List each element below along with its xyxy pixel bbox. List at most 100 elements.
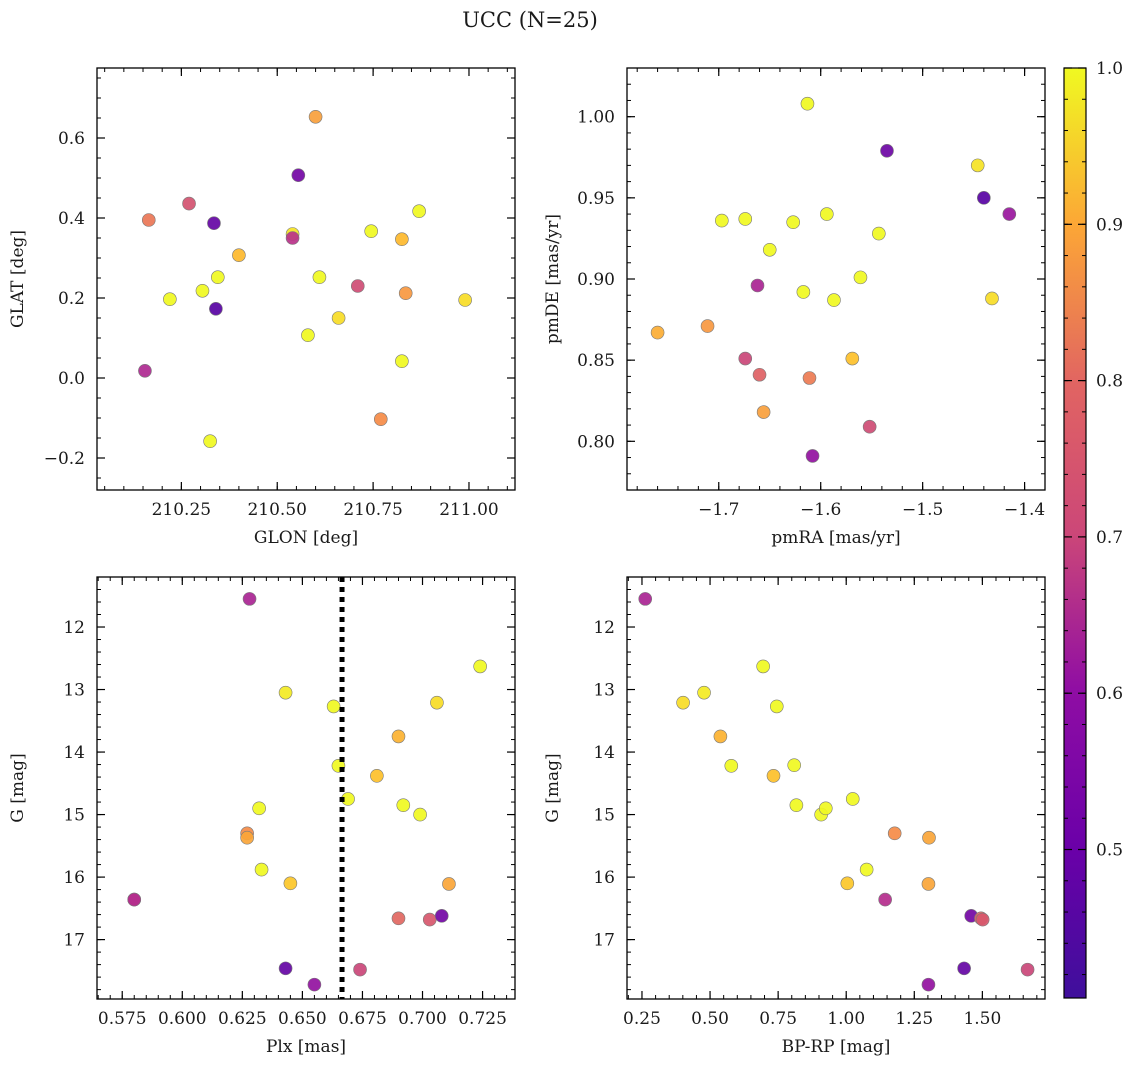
panel-2: −1.7 −1.6 −1.5 −1.4 0.80 0.85 0.90 0.95 1.00 pmRA… — [543, 67, 1046, 548]
panel-4: 0.25 0.50 0.75 1.00 1.25 1.50 12 13 14 15 16 17 BP-R… — [543, 576, 1046, 1057]
data-point — [398, 286, 413, 301]
data-point — [353, 962, 367, 977]
data-point — [195, 283, 210, 298]
y-tick-label: 0.4 — [58, 209, 85, 229]
y-tick-label: 17 — [63, 931, 85, 951]
y-tick-label: 0.85 — [577, 351, 615, 371]
data-point — [163, 292, 177, 307]
data-point — [430, 695, 444, 710]
data-point — [752, 367, 767, 382]
x-tick-label: 1.25 — [895, 1009, 933, 1029]
y-tick-label: 0.6 — [58, 129, 85, 149]
data-point — [676, 695, 690, 710]
x-tick-label: −1.5 — [902, 500, 943, 520]
data-point — [872, 226, 886, 241]
x-tick-label: 0.75 — [759, 1009, 797, 1029]
y-axis-label: G [mag] — [543, 753, 563, 822]
x-axis-label: GLON [deg] — [254, 528, 358, 548]
data-point — [762, 242, 777, 257]
y-tick-label: −0.2 — [44, 449, 85, 469]
data-point — [756, 405, 771, 419]
x-tick-label: 0.50 — [691, 1009, 729, 1029]
panel-1: 210.25 210.50 210.75 211.00 −0.2 0.0 0.2 0.4 0.6… — [8, 67, 516, 548]
scatter-points — [650, 96, 1017, 463]
data-point — [395, 232, 409, 246]
subplots: 210.25 210.50 210.75 211.00 −0.2 0.0 0.2 0.4 0.6… — [8, 67, 1046, 1057]
x-tick-label: 1.00 — [827, 1009, 865, 1029]
figure-title: UCC (N=25) — [462, 8, 598, 32]
colorbar-tick-label: 0.5 — [1096, 841, 1123, 861]
data-point — [859, 862, 874, 877]
panel-3: 0.575 0.600 0.625 0.650 0.675 0.700 0.725 12 13 1… — [8, 576, 516, 1057]
data-point — [840, 876, 855, 891]
data-point — [786, 215, 800, 229]
y-tick-label: 13 — [63, 681, 85, 701]
colorbar-gradient — [1063, 67, 1087, 999]
data-point — [207, 216, 221, 230]
data-point — [638, 592, 653, 606]
x-axis-label: BP-RP [mag] — [782, 1037, 891, 1057]
y-tick-label: 16 — [63, 868, 85, 888]
data-point — [242, 592, 257, 606]
colorbar-tick-label: 1.0 — [1096, 59, 1123, 79]
plot-frame — [96, 576, 516, 1000]
data-point — [921, 877, 936, 891]
data-point — [395, 354, 409, 369]
data-point — [800, 96, 815, 111]
data-point — [232, 248, 246, 262]
x-tick-label: −1.6 — [800, 500, 841, 520]
y-tick-label: 0.90 — [577, 270, 615, 290]
x-tick-label: 0.25 — [623, 1009, 661, 1029]
data-point — [254, 862, 269, 877]
data-point — [326, 699, 341, 714]
colorbar-tick-label: 0.6 — [1096, 684, 1123, 704]
data-point — [370, 769, 384, 783]
data-point — [285, 231, 300, 245]
scatter-points — [127, 592, 487, 992]
y-tick-label: 12 — [63, 618, 85, 638]
colorbar-tick-label: 0.8 — [1096, 372, 1123, 392]
data-point — [853, 270, 868, 285]
data-point — [878, 892, 892, 907]
data-point — [312, 270, 327, 285]
data-point — [957, 961, 971, 976]
data-point — [301, 328, 315, 343]
colorbar-tick-label: 0.7 — [1096, 528, 1123, 548]
data-point — [724, 759, 739, 773]
colorbar-tick-label: 0.9 — [1096, 215, 1123, 235]
y-tick-label: 15 — [593, 806, 615, 826]
data-point — [278, 685, 293, 700]
x-tick-label: 0.625 — [218, 1009, 267, 1029]
data-point — [308, 110, 323, 124]
x-axis-label: Plx [mas] — [266, 1037, 346, 1057]
scatter-points — [138, 110, 472, 449]
x-tick-label: −1.7 — [698, 500, 739, 520]
data-point — [127, 892, 142, 907]
y-tick-label: 17 — [593, 931, 615, 951]
data-point — [1002, 207, 1017, 221]
data-point — [240, 830, 254, 845]
x-tick-label: 210.75 — [343, 500, 402, 520]
x-tick-label: 211.00 — [439, 500, 498, 520]
y-tick-label: 14 — [593, 743, 615, 763]
plot-frame — [96, 67, 516, 491]
x-tick-label: 0.725 — [458, 1009, 507, 1029]
scatter-points — [638, 592, 1035, 992]
data-point — [252, 801, 266, 816]
y-tick-label: 15 — [63, 806, 85, 826]
data-point — [921, 977, 936, 992]
data-point — [738, 212, 753, 226]
y-tick-label: 13 — [593, 681, 615, 701]
data-point — [827, 293, 841, 307]
y-tick-label: 16 — [593, 868, 615, 888]
x-tick-label: −1.4 — [1004, 500, 1045, 520]
x-tick-label: 0.575 — [98, 1009, 147, 1029]
data-point — [210, 270, 225, 285]
colorbar: 0.5 0.6 0.7 0.8 0.9 1.0 — [1063, 59, 1123, 999]
data-point — [278, 961, 293, 976]
data-point — [434, 909, 449, 923]
plot-frame — [626, 576, 1046, 1000]
y-tick-label: 1.00 — [577, 108, 615, 128]
data-point — [880, 143, 894, 158]
